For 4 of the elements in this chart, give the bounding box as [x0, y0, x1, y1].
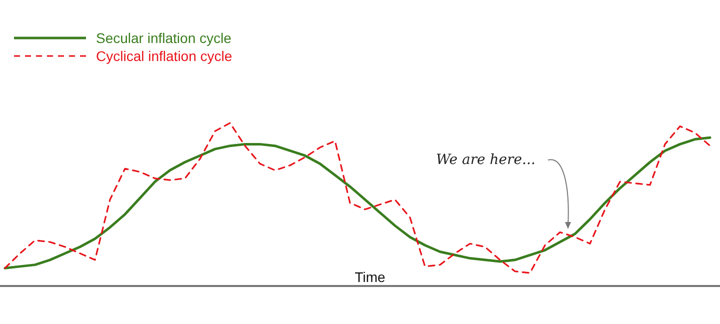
text: Cyclical inflation cycle: [96, 48, 232, 64]
annotation: We are here...: [436, 152, 536, 168]
x-axis-title: Time: [354, 269, 386, 285]
text: Secular inflation cycle: [96, 30, 232, 46]
